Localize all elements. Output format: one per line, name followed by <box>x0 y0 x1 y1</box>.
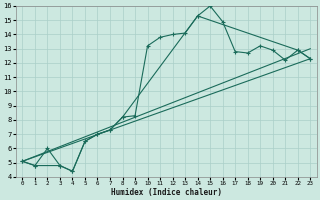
X-axis label: Humidex (Indice chaleur): Humidex (Indice chaleur) <box>111 188 222 197</box>
